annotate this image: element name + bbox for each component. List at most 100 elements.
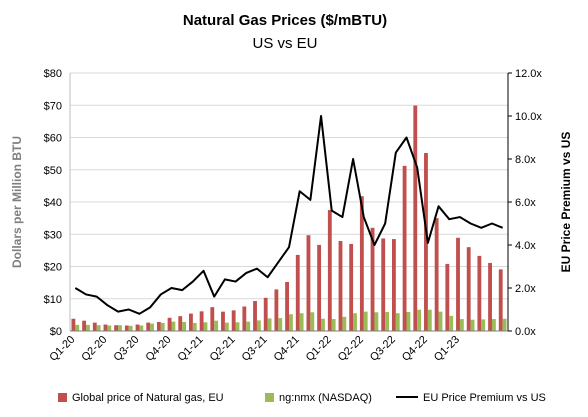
bar-eu-gas-price	[477, 255, 482, 331]
bar-eu-gas-price	[114, 325, 119, 331]
bar-us-gas-price	[395, 313, 400, 331]
bar-eu-gas-price	[413, 105, 418, 331]
right-tick-label: 12.0x	[515, 68, 542, 80]
bar-eu-gas-price	[466, 247, 471, 331]
left-tick-label: $10	[44, 294, 62, 306]
bar-eu-gas-price	[92, 322, 97, 331]
bar-us-gas-price	[299, 313, 304, 331]
left-tick-label: $70	[44, 100, 62, 112]
x-tick-label: Q2-21	[208, 334, 238, 364]
bar-us-gas-price	[256, 320, 261, 331]
right-tick-label: 8.0x	[515, 154, 536, 166]
bar-eu-gas-price	[135, 324, 140, 331]
bar-eu-gas-price	[210, 307, 215, 331]
bar-eu-gas-price	[124, 325, 129, 331]
x-axis-ticks: Q1-20 Q2-20 Q3-20 Q4-20 Q1-21 Q2-21 Q3-21 Q4-21…	[47, 334, 462, 364]
x-tick-label: Q3-21	[240, 334, 270, 364]
bar-us-gas-price	[406, 311, 411, 331]
bar-us-gas-price	[107, 325, 112, 331]
right-tick-label: 4.0x	[515, 240, 536, 252]
bar-us-gas-price	[192, 322, 197, 331]
bar-us-gas-price	[182, 321, 187, 331]
bar-eu-gas-price	[402, 165, 407, 331]
bar-us-gas-price	[289, 314, 293, 331]
left-axis-title: Dollars per Million BTU	[10, 136, 24, 268]
gridlines	[70, 72, 508, 300]
x-tick-label: Q3-22	[368, 334, 398, 364]
bar-eu-gas-price	[370, 227, 375, 331]
legend-label-premium: EU Price Premium vs US	[423, 392, 546, 404]
left-tick-label: $60	[44, 133, 62, 145]
x-tick-label: Q4-21	[272, 334, 302, 364]
bar-us-gas-price	[246, 321, 251, 331]
right-axis-ticks: 0.0x 2.0x 4.0x 6.0x 8.0x 10.0x 12.0x	[515, 68, 542, 338]
bar-eu-gas-price	[498, 269, 503, 331]
bar-us-gas-price	[86, 324, 90, 331]
bar-eu-gas-price	[189, 313, 193, 331]
bar-eu-gas-price	[263, 297, 268, 331]
chart-subtitle: US vs EU	[252, 35, 317, 52]
bar-eu-gas-price	[274, 289, 279, 331]
legend-swatch-eu	[58, 393, 67, 402]
bar-eu-gas-price	[156, 321, 161, 331]
bar-eu-gas-price	[146, 322, 151, 331]
x-tick-label: Q1-21	[176, 334, 206, 364]
bar-us-gas-price	[353, 313, 357, 331]
bar-us-gas-price	[470, 319, 475, 331]
left-tick-label: $20	[44, 262, 62, 274]
x-tick-label: Q4-20	[144, 334, 174, 364]
x-tick-label: Q1-22	[304, 334, 334, 364]
bar-us-gas-price	[235, 322, 240, 331]
right-tick-label: 2.0x	[515, 283, 536, 295]
right-tick-label: 6.0x	[515, 197, 536, 209]
left-tick-label: $80	[44, 68, 62, 80]
bar-us-gas-price	[203, 322, 208, 331]
bar-eu-gas-price	[71, 318, 76, 331]
bar-eu-gas-price	[231, 310, 236, 331]
bar-us-gas-price	[171, 321, 176, 331]
bar-eu-gas-price	[306, 235, 311, 331]
bar-eu-gas-price	[391, 239, 396, 331]
axes	[69, 72, 512, 332]
x-tick-label: Q4-22	[400, 334, 430, 364]
left-tick-label: $30	[44, 229, 62, 241]
bar-us-gas-price	[374, 312, 379, 331]
x-tick-label: Q1-23	[432, 334, 462, 364]
bar-us-gas-price	[214, 320, 219, 331]
bar-eu-gas-price	[103, 324, 108, 331]
bar-us-gas-price	[278, 318, 283, 331]
bar-us-gas-price	[75, 324, 80, 331]
premium-line	[74, 115, 504, 315]
line-eu-premium	[74, 115, 504, 315]
bar-eu-gas-price	[381, 238, 386, 331]
bar-eu-gas-price	[488, 262, 492, 331]
bar-eu-gas-price	[242, 306, 247, 331]
bar-us-gas-price	[321, 318, 325, 331]
bar-us-gas-price	[150, 323, 154, 331]
bar-us-gas-price	[385, 311, 389, 331]
right-axis-title: EU Price Premium vs US	[559, 132, 573, 273]
left-tick-label: $50	[44, 165, 62, 177]
bar-us-gas-price	[128, 325, 133, 331]
x-tick-label: Q3-20	[111, 334, 141, 364]
chart-title: Natural Gas Prices ($/mBTU)	[183, 12, 387, 29]
bars	[71, 105, 507, 331]
bar-us-gas-price	[331, 319, 336, 331]
bar-us-gas-price	[267, 318, 272, 331]
bar-eu-gas-price	[317, 244, 322, 331]
bar-us-gas-price	[310, 312, 315, 331]
bar-eu-gas-price	[253, 301, 257, 331]
bar-us-gas-price	[427, 309, 432, 331]
bar-eu-gas-price	[338, 241, 343, 331]
bar-us-gas-price	[502, 318, 507, 331]
legend-swatch-us	[265, 393, 274, 402]
bar-us-gas-price	[224, 322, 229, 331]
x-tick-label: Q1-20	[47, 334, 77, 364]
x-tick-label: Q2-20	[79, 334, 109, 364]
bar-eu-gas-price	[285, 281, 289, 331]
bar-us-gas-price	[449, 315, 454, 331]
bar-eu-gas-price	[327, 210, 332, 331]
bar-eu-gas-price	[359, 196, 364, 331]
bar-eu-gas-price	[456, 237, 460, 331]
